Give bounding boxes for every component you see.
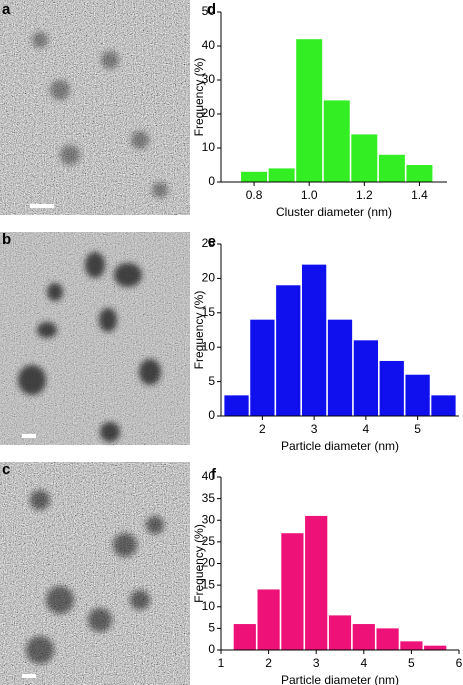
y-tick-label: 5 — [208, 621, 215, 635]
panel-label: a — [2, 1, 11, 18]
bar — [276, 285, 301, 416]
bar — [353, 340, 379, 416]
bar — [405, 374, 430, 416]
y-tick-label: 30 — [202, 72, 216, 86]
bar — [241, 171, 268, 182]
panel-label: b — [2, 231, 11, 248]
x-axis-label: Particle diameter (nm) — [281, 439, 399, 453]
bar — [257, 589, 280, 650]
bar — [379, 360, 404, 416]
tem-image-c — [0, 462, 190, 685]
panel-label: f — [211, 466, 217, 483]
y-tick-label: 40 — [202, 469, 216, 483]
x-tick-label: 4 — [360, 656, 367, 670]
bar — [328, 615, 352, 650]
x-tick-label: 3 — [313, 656, 320, 670]
bar — [224, 395, 249, 416]
bar — [327, 319, 353, 416]
y-tick-label: 20 — [202, 556, 216, 570]
bar — [431, 395, 456, 416]
x-axis-label: Particle diameter (nm) — [281, 673, 399, 685]
x-tick-label: 4 — [363, 422, 370, 436]
y-tick-label: 35 — [202, 491, 216, 505]
bar — [323, 100, 350, 182]
panel-label: c — [2, 461, 10, 478]
x-tick-label: 3 — [311, 422, 318, 436]
y-tick-label: 10 — [202, 140, 216, 154]
bar — [296, 39, 323, 183]
panel-label: d — [207, 1, 216, 18]
y-axis-label: Frequency (%) — [192, 524, 206, 603]
bar — [376, 628, 399, 650]
bar — [378, 154, 405, 182]
x-tick-label: 6 — [456, 656, 463, 670]
y-tick-label: 40 — [202, 38, 216, 52]
bar — [352, 624, 375, 650]
bar — [268, 168, 295, 182]
bar — [250, 319, 275, 416]
y-tick-label: 15 — [202, 305, 216, 319]
x-axis-label: Cluster diameter (nm) — [276, 205, 392, 219]
y-tick-label: 25 — [202, 236, 216, 250]
x-tick-label: 1.0 — [301, 188, 318, 202]
x-tick-label: 1 — [218, 656, 225, 670]
y-tick-label: 10 — [202, 599, 216, 613]
y-axis-label: Frequency (%) — [192, 58, 206, 137]
y-tick-label: 0 — [208, 408, 215, 422]
panel-label: e — [208, 233, 216, 250]
bar — [281, 533, 304, 650]
x-tick-label: 1.4 — [411, 188, 428, 202]
y-tick-label: 0 — [208, 642, 215, 656]
x-tick-label: 2 — [265, 656, 272, 670]
x-tick-label: 2 — [259, 422, 266, 436]
bar — [351, 134, 378, 182]
x-tick-label: 1.2 — [356, 188, 373, 202]
bar — [406, 165, 433, 182]
bar — [424, 645, 447, 650]
bar — [233, 624, 256, 650]
tem-image-a — [0, 0, 190, 215]
bar — [305, 515, 328, 650]
x-tick-label: 5 — [414, 422, 421, 436]
y-tick-label: 20 — [202, 106, 216, 120]
y-tick-label: 30 — [202, 512, 216, 526]
bar — [301, 264, 327, 416]
y-tick-label: 10 — [202, 339, 216, 353]
y-tick-label: 0 — [208, 174, 215, 188]
y-tick-label: 50 — [202, 4, 216, 18]
bar — [400, 641, 423, 650]
x-tick-label: 0.8 — [246, 188, 263, 202]
tem-image-b — [0, 232, 190, 445]
y-axis-label: Frequency (%) — [192, 291, 206, 370]
y-tick-label: 15 — [202, 577, 216, 591]
y-tick-label: 20 — [202, 271, 216, 285]
y-tick-label: 5 — [208, 374, 215, 388]
y-tick-label: 25 — [202, 534, 216, 548]
x-tick-label: 5 — [408, 656, 415, 670]
